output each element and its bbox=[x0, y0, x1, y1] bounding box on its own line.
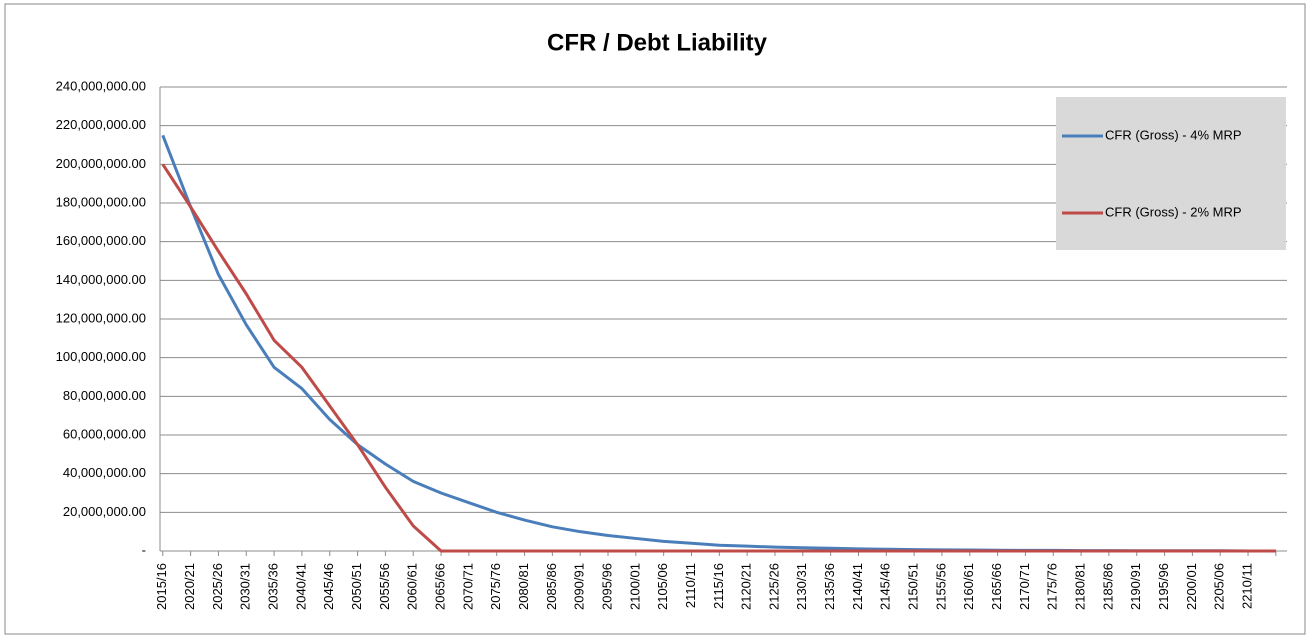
y-tick-label: 100,000,000.00 bbox=[56, 349, 146, 364]
y-tick-label: 20,000,000.00 bbox=[63, 504, 146, 519]
legend: CFR (Gross) - 4% MRP CFR (Gross) - 2% MRP bbox=[1056, 97, 1286, 250]
x-tick-label: 2130/31 bbox=[794, 563, 809, 610]
y-tick-label: 140,000,000.00 bbox=[56, 272, 146, 287]
y-tick-label: 120,000,000.00 bbox=[56, 310, 146, 325]
x-tick-label: 2205/06 bbox=[1212, 563, 1227, 610]
x-tick-label: 2075/76 bbox=[488, 563, 503, 610]
x-tick-label: 2050/51 bbox=[349, 563, 364, 610]
x-tick-label: 2195/96 bbox=[1156, 563, 1171, 610]
x-tick-label: 2125/26 bbox=[766, 563, 781, 610]
x-tick-label: 2080/81 bbox=[516, 563, 531, 610]
x-tick-label: 2085/86 bbox=[544, 563, 559, 610]
x-tick-label: 2120/21 bbox=[739, 563, 754, 610]
x-tick-label: 2140/41 bbox=[850, 563, 865, 610]
x-tick-label: 2145/46 bbox=[878, 563, 893, 610]
x-tick-label: 2020/21 bbox=[182, 563, 197, 610]
y-tick-label: 60,000,000.00 bbox=[63, 426, 146, 441]
legend-label: CFR (Gross) - 4% MRP bbox=[1105, 127, 1242, 142]
y-tick-label: 40,000,000.00 bbox=[63, 465, 146, 480]
x-tick-label: 2070/71 bbox=[460, 563, 475, 610]
x-tick-label: 2110/11 bbox=[683, 563, 698, 608]
x-tick-label: 2150/51 bbox=[906, 563, 921, 610]
x-tick-label: 2210/11 bbox=[1239, 563, 1254, 609]
legend-box bbox=[1056, 97, 1286, 250]
x-tick-label: 2160/61 bbox=[961, 563, 976, 610]
x-tick-label: 2115/16 bbox=[711, 563, 726, 609]
x-tick-label: 2030/31 bbox=[238, 563, 253, 610]
x-tick-label: 2090/91 bbox=[572, 563, 587, 610]
y-tick-label: 220,000,000.00 bbox=[56, 117, 146, 132]
series-line bbox=[161, 163, 1276, 553]
x-tick-label: 2135/36 bbox=[822, 563, 837, 610]
x-tick-label: 2170/71 bbox=[1017, 563, 1032, 610]
x-tick-label: 2045/46 bbox=[321, 563, 336, 610]
x-tick-label: 2040/41 bbox=[293, 563, 308, 610]
x-tick-label: 2190/91 bbox=[1128, 563, 1143, 610]
x-tick-label: 2055/56 bbox=[377, 563, 392, 610]
x-tick-label: 2165/66 bbox=[989, 563, 1004, 610]
chart-title: CFR / Debt Liability bbox=[547, 29, 768, 56]
x-tick-label: 2175/76 bbox=[1045, 563, 1060, 610]
x-tick-label: 2025/26 bbox=[210, 563, 225, 610]
x-tick-label: 2180/81 bbox=[1073, 563, 1088, 610]
x-tick-label: 2105/06 bbox=[655, 563, 670, 610]
x-tick-label: 2100/01 bbox=[627, 563, 642, 610]
legend-label: CFR (Gross) - 2% MRP bbox=[1105, 204, 1242, 219]
x-tick-label: 2065/66 bbox=[432, 563, 447, 610]
y-tick-label: 200,000,000.00 bbox=[56, 156, 146, 171]
x-tick-label: 2015/16 bbox=[154, 563, 169, 610]
y-tick-label: 240,000,000.00 bbox=[56, 78, 146, 93]
y-tick-label: - bbox=[142, 542, 146, 557]
x-tick-label: 2095/96 bbox=[599, 563, 614, 610]
y-tick-label: 80,000,000.00 bbox=[63, 388, 146, 403]
x-tick-label: 2155/56 bbox=[933, 563, 948, 610]
x-tick-label: 2185/86 bbox=[1100, 563, 1115, 610]
x-tick-label: 2060/61 bbox=[405, 563, 420, 610]
x-tick-label: 2200/01 bbox=[1184, 563, 1199, 610]
x-tick-label: 2035/36 bbox=[266, 563, 281, 610]
y-tick-label: 180,000,000.00 bbox=[56, 194, 146, 209]
y-tick-label: 160,000,000.00 bbox=[56, 233, 146, 248]
